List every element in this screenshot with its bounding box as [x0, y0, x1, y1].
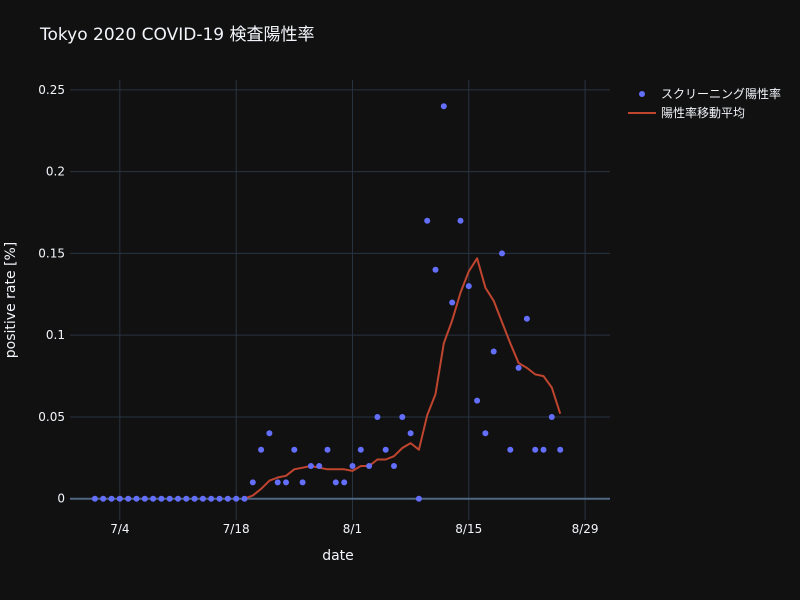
- data-point: [474, 397, 481, 404]
- data-point: [249, 479, 256, 486]
- marker-series: [91, 103, 564, 502]
- data-point: [116, 495, 123, 502]
- x-tick-labels: 7/4 7/18 8/1 8/15 8/29: [110, 522, 598, 536]
- y-tick-label: 0.1: [46, 328, 65, 342]
- data-point: [490, 348, 497, 355]
- data-point: [432, 266, 439, 273]
- data-point: [449, 299, 456, 306]
- data-point: [499, 250, 505, 257]
- data-point: [465, 283, 472, 290]
- data-point: [91, 495, 98, 502]
- data-point: [258, 446, 265, 453]
- plot-area: [70, 80, 610, 520]
- data-point: [291, 446, 298, 453]
- data-point: [349, 463, 356, 469]
- y-tick-labels: 0 0.05 0.1 0.15 0.2 0.25: [38, 83, 65, 506]
- data-point: [457, 217, 464, 224]
- data-point: [299, 479, 306, 486]
- data-point: [141, 495, 148, 502]
- x-axis-label: date: [322, 548, 354, 564]
- x-tick-label: 8/29: [572, 522, 599, 536]
- x-tick-label: 7/18: [223, 522, 250, 536]
- gridlines: [70, 80, 610, 520]
- data-point: [515, 364, 522, 371]
- data-point: [532, 446, 539, 453]
- data-point: [548, 414, 555, 420]
- x-tick-label: 7/4: [110, 522, 129, 536]
- y-axis-label: positive rate [%]: [3, 242, 19, 358]
- data-point: [266, 430, 273, 437]
- data-point: [166, 495, 173, 502]
- legend-item-moving-average[interactable]: 陽性率移動平均: [628, 105, 745, 120]
- y-tick-label: 0.05: [38, 410, 65, 424]
- legend-item-screening[interactable]: スクリーニング陽性率: [639, 86, 781, 101]
- data-point: [191, 495, 198, 502]
- data-point: [332, 479, 339, 486]
- data-point: [507, 446, 514, 453]
- y-tick-label: 0.15: [38, 246, 65, 260]
- y-tick-label: 0: [57, 492, 65, 506]
- data-point: [183, 495, 190, 502]
- data-point: [440, 103, 447, 110]
- data-point: [415, 495, 422, 502]
- data-point: [233, 495, 240, 502]
- data-point: [125, 495, 132, 502]
- legend-label-screening: スクリーニング陽性率: [661, 86, 781, 101]
- data-point: [391, 463, 397, 469]
- data-point: [424, 217, 431, 224]
- x-tick-label: 8/15: [455, 522, 482, 536]
- data-point: [482, 430, 489, 437]
- data-point: [357, 446, 364, 453]
- data-point: [274, 479, 281, 486]
- line-series: [244, 257, 562, 500]
- data-point: [382, 446, 389, 453]
- y-tick-label: 0.2: [46, 165, 65, 179]
- chart-title: Tokyo 2020 COVID-19 検査陽性率: [39, 25, 315, 45]
- legend-label-moving-average: 陽性率移動平均: [661, 105, 745, 120]
- data-point: [133, 495, 140, 502]
- data-point: [241, 495, 248, 502]
- data-point: [199, 495, 206, 502]
- data-point: [307, 463, 314, 469]
- legend-marker-icon: [639, 91, 645, 97]
- y-tick-label: 0.25: [38, 83, 65, 97]
- data-point: [316, 463, 323, 469]
- data-point: [523, 315, 530, 322]
- data-point: [100, 495, 107, 502]
- moving-average-line: [244, 257, 562, 500]
- data-point: [175, 495, 181, 502]
- legend[interactable]: スクリーニング陽性率 陽性率移動平均: [628, 86, 781, 120]
- data-point: [341, 479, 348, 486]
- data-point: [374, 414, 381, 420]
- data-point: [557, 446, 564, 453]
- data-point: [324, 446, 331, 453]
- data-point: [208, 495, 215, 502]
- data-point: [540, 446, 547, 453]
- data-point: [407, 430, 414, 437]
- data-point: [108, 495, 115, 502]
- data-point: [150, 495, 157, 502]
- data-point: [216, 495, 223, 502]
- x-tick-label: 8/1: [343, 522, 362, 536]
- data-point: [158, 495, 165, 502]
- data-point: [224, 495, 231, 502]
- data-point: [366, 463, 373, 469]
- data-point: [399, 414, 406, 420]
- data-point: [283, 479, 289, 486]
